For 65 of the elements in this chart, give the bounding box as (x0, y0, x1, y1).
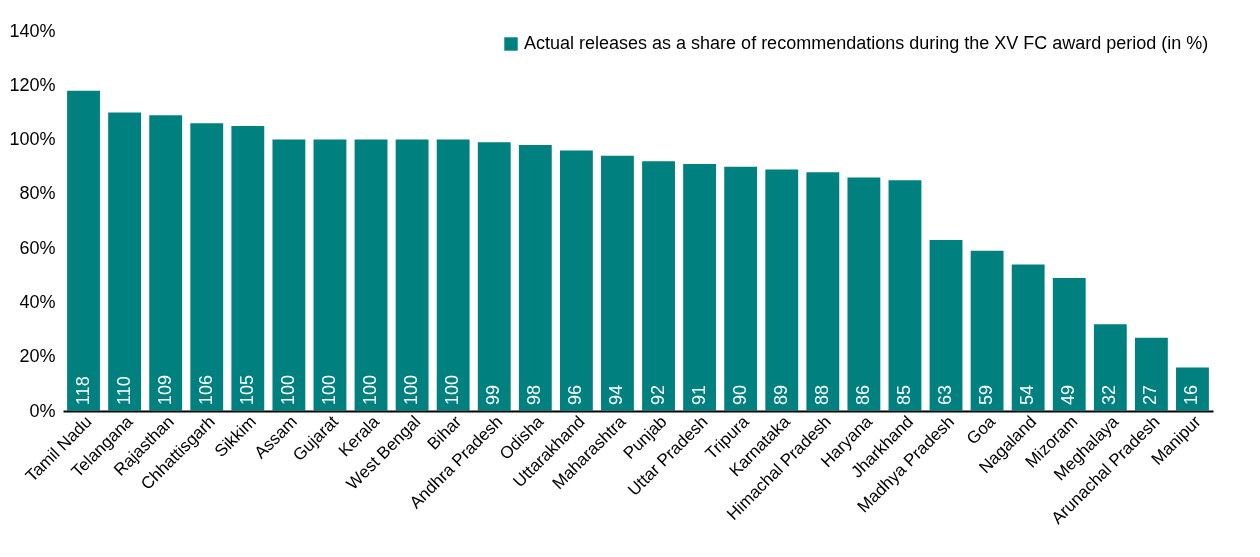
bar (108, 112, 142, 411)
bar (559, 150, 593, 411)
data-label: 100 (401, 374, 422, 405)
data-label: 100 (442, 374, 463, 405)
bar (149, 115, 183, 411)
data-label: 99 (483, 384, 504, 405)
data-label: 32 (1099, 384, 1120, 405)
y-tick-label: 20% (19, 346, 56, 367)
data-label: 85 (893, 384, 914, 405)
data-label: 88 (811, 384, 832, 405)
data-label: 90 (729, 384, 750, 405)
bar (67, 90, 100, 411)
bar (806, 172, 840, 411)
bar (724, 166, 758, 411)
bar (601, 155, 634, 411)
data-label: 49 (1058, 384, 1079, 405)
bar (518, 145, 552, 411)
data-label: 118 (72, 376, 93, 405)
bar (683, 164, 717, 411)
y-tick-label: 100% (9, 129, 56, 150)
data-label: 59 (976, 384, 997, 405)
bar (1134, 337, 1168, 411)
bar (436, 139, 470, 411)
y-tick-label: 140% (9, 20, 56, 41)
y-tick-label: 40% (19, 291, 56, 312)
data-label: 16 (1181, 384, 1202, 405)
bar (190, 123, 224, 411)
bar (313, 139, 347, 411)
data-label: 63 (935, 384, 956, 405)
y-tick-label: 0% (29, 400, 56, 421)
bar (272, 139, 306, 411)
data-label: 27 (1140, 384, 1161, 405)
data-label: 86 (852, 384, 873, 405)
data-label: 105 (236, 374, 257, 405)
bar (477, 142, 511, 411)
data-label: 96 (565, 384, 586, 405)
data-label: 98 (524, 384, 545, 405)
bar (888, 180, 922, 411)
bar (847, 177, 881, 411)
bar (1011, 264, 1045, 411)
bar (395, 139, 429, 411)
bar (354, 139, 388, 411)
data-label: 100 (318, 374, 339, 405)
y-tick-label: 120% (9, 74, 56, 95)
data-label: 106 (195, 374, 216, 405)
data-label: 109 (154, 374, 175, 405)
data-label: 100 (277, 374, 298, 405)
bar (642, 161, 675, 411)
data-label: 89 (770, 384, 791, 405)
legend-label: Actual releases as a share of recommendations during the XV FC award period (in %) (524, 33, 1209, 53)
y-tick-label: 60% (19, 237, 56, 258)
bar (1093, 324, 1127, 411)
data-label: 100 (360, 374, 381, 405)
bar (231, 126, 265, 411)
data-label: 110 (113, 376, 134, 405)
bar (1052, 278, 1086, 411)
bar (970, 250, 1004, 411)
bar (765, 169, 799, 411)
bar (929, 240, 963, 411)
data-label: 92 (647, 384, 668, 405)
bar (1176, 367, 1209, 411)
y-tick-label: 80% (19, 183, 56, 204)
data-label: 54 (1017, 384, 1038, 405)
data-label: 94 (606, 384, 627, 405)
data-label: 91 (688, 384, 709, 405)
